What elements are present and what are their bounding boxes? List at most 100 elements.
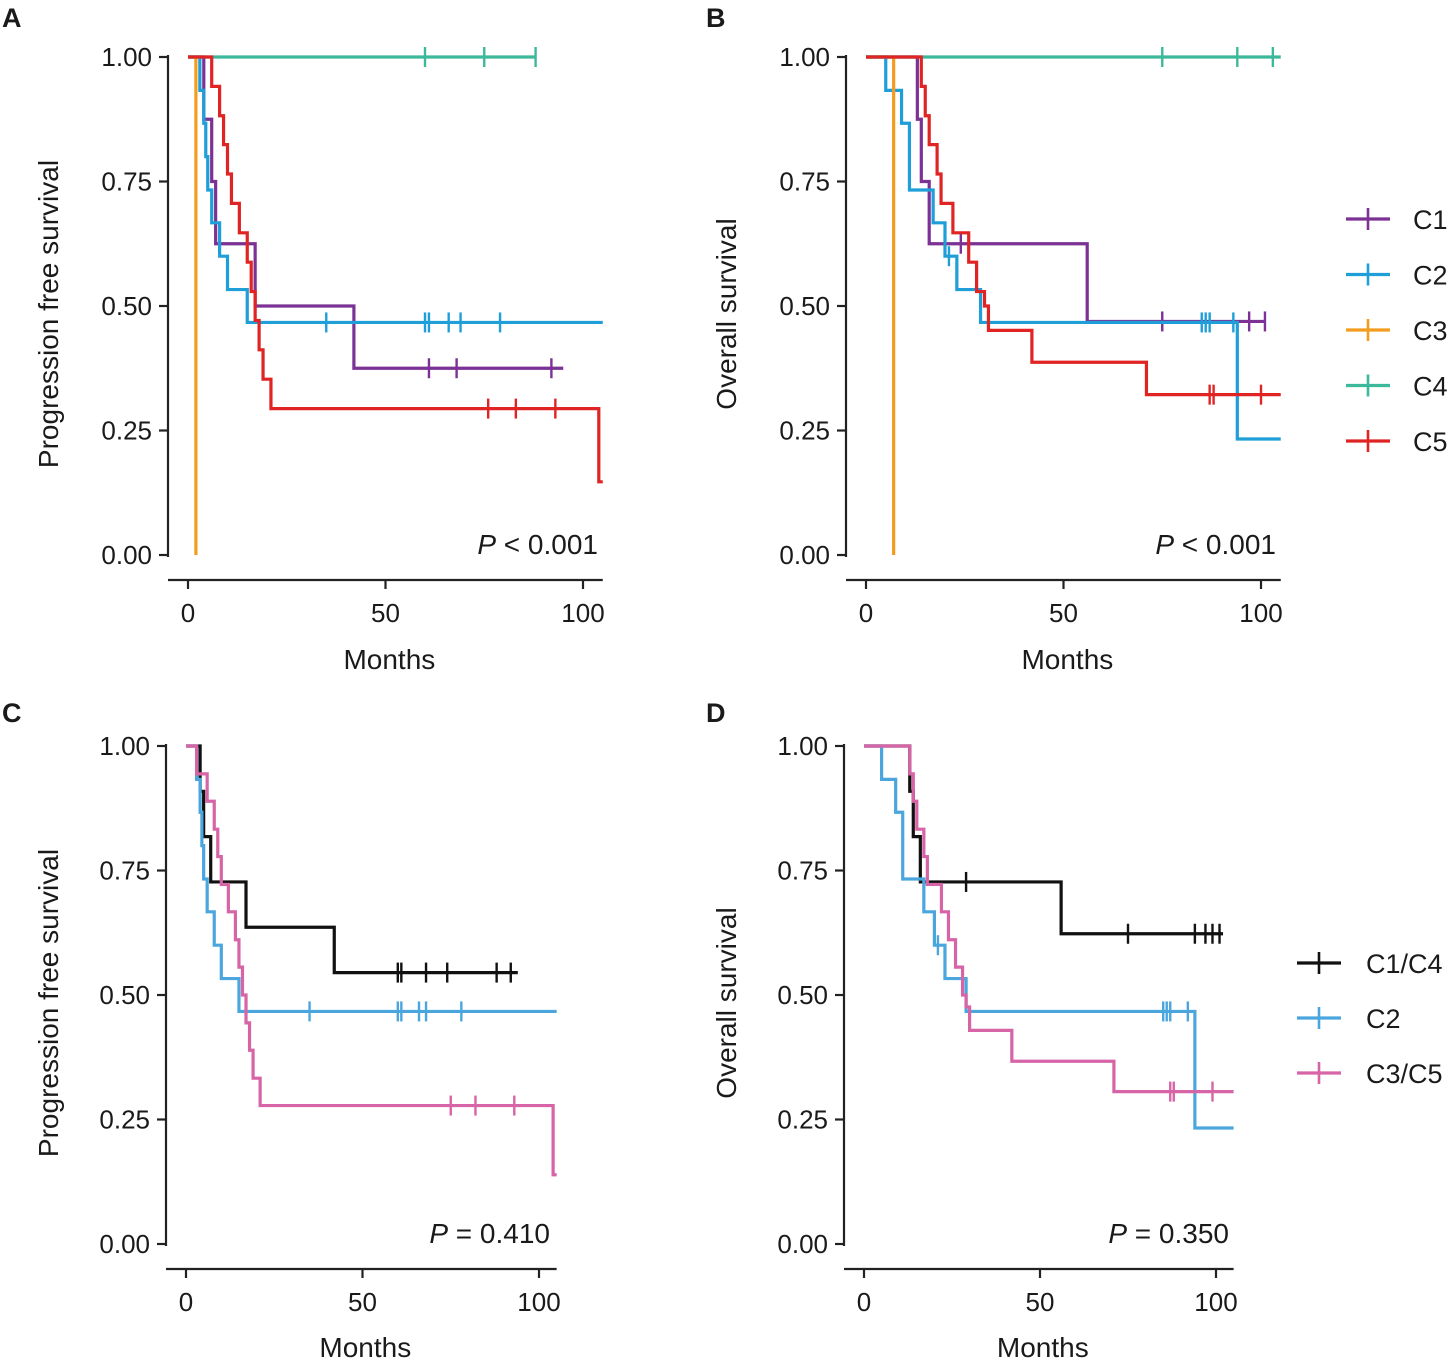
- survival-curve: [186, 744, 557, 1177]
- y-tick-label: 0.25: [101, 416, 152, 446]
- series-c4: [188, 47, 537, 67]
- y-axis-title: Overall survival: [711, 218, 742, 409]
- y-axis-title: Progression free survival: [33, 160, 64, 468]
- survival-curve: [864, 744, 1234, 1130]
- y-axis-title: Progression free survival: [33, 849, 64, 1157]
- x-tick-label: 0: [857, 1287, 871, 1317]
- y-tick-label: 0.00: [779, 540, 830, 570]
- survival-curve: [188, 55, 603, 325]
- y-tick-label: 1.00: [101, 42, 152, 72]
- y-tick-label: 0.75: [99, 856, 150, 886]
- x-tick-label: 50: [1049, 598, 1078, 628]
- x-tick-label: 50: [371, 598, 400, 628]
- series-c2: [186, 744, 557, 1022]
- series-c1-c4: [186, 744, 518, 983]
- x-axis-title: Months: [997, 1332, 1089, 1360]
- y-tick-label: 0.50: [99, 980, 150, 1010]
- legend-label: C4: [1413, 372, 1448, 402]
- series-c1-c4: [864, 744, 1224, 944]
- x-tick-label: 50: [1026, 1287, 1055, 1317]
- x-tick-label: 0: [181, 598, 195, 628]
- p-value-symbol: P: [429, 1218, 448, 1249]
- survival-curve: [866, 55, 896, 555]
- p-value-text: = 0.350: [1127, 1218, 1229, 1249]
- panel-B: B 0.00 0.25 0.50 0.75 1.00 0 50 100 Months Overall…: [706, 3, 1283, 675]
- y-tick-label: 0.75: [101, 167, 152, 197]
- x-axis-title: Months: [1021, 644, 1113, 675]
- x-tick-label: 0: [859, 598, 873, 628]
- series-c1: [866, 55, 1267, 332]
- legend-item: C3: [1346, 316, 1448, 346]
- p-value: P < 0.001: [477, 529, 598, 560]
- y-tick-label: 0.00: [99, 1229, 150, 1259]
- x-tick-label: 100: [517, 1287, 560, 1317]
- survival-curve: [188, 55, 198, 555]
- y-tick-label: 1.00: [99, 731, 150, 761]
- y-tick-label: 0.75: [777, 856, 828, 886]
- survival-curve: [866, 55, 1265, 324]
- series-c5: [188, 55, 603, 484]
- legend-item: C3/C5: [1297, 1059, 1443, 1089]
- legend-label: C2: [1413, 261, 1448, 291]
- y-tick-label: 0.50: [777, 980, 828, 1010]
- x-tick-label: 50: [348, 1287, 377, 1317]
- y-tick-label: 0.50: [779, 291, 830, 321]
- legend-label: C5: [1413, 427, 1448, 457]
- x-tick-label: 100: [561, 598, 604, 628]
- series-c3-c5: [186, 744, 557, 1177]
- legend-label: C1/C4: [1366, 949, 1443, 979]
- panel-letter: B: [706, 3, 726, 33]
- x-tick-label: 0: [179, 1287, 193, 1317]
- y-tick-label: 0.00: [777, 1229, 828, 1259]
- y-tick-label: 0.25: [779, 416, 830, 446]
- legend-item: C2: [1346, 261, 1448, 291]
- y-tick-label: 1.00: [779, 42, 830, 72]
- p-value-symbol: P: [1108, 1218, 1127, 1249]
- x-tick-label: 100: [1239, 598, 1282, 628]
- panel-letter: D: [706, 698, 726, 728]
- panel-A: A 0.00 0.25 0.50 0.75 1.00 0 50 100 Months Progres…: [2, 3, 605, 675]
- series-c1: [188, 55, 564, 379]
- y-tick-label: 1.00: [777, 731, 828, 761]
- series-c2: [866, 55, 1281, 441]
- survival-curve: [186, 744, 557, 1014]
- series-c4: [866, 47, 1281, 67]
- series-c2: [188, 55, 603, 333]
- panel-D: D 0.00 0.25 0.50 0.75 1.00 0 50 100 Months Overall…: [706, 698, 1238, 1360]
- x-tick-label: 100: [1194, 1287, 1237, 1317]
- legend-label: C3: [1413, 316, 1448, 346]
- series-c2: [864, 744, 1234, 1130]
- legend-item: C2: [1297, 1004, 1401, 1034]
- y-tick-label: 0.25: [777, 1105, 828, 1135]
- p-value-symbol: P: [1155, 529, 1174, 560]
- panel-letter: C: [2, 698, 22, 728]
- y-tick-label: 0.25: [99, 1105, 150, 1135]
- x-axis-title: Months: [343, 644, 435, 675]
- series-c3-c5: [864, 744, 1234, 1102]
- p-value-symbol: P: [477, 529, 496, 560]
- legend-label: C2: [1366, 1004, 1401, 1034]
- x-axis-title: Months: [319, 1332, 411, 1360]
- legend-item: C1: [1346, 205, 1448, 235]
- legend-c-d: C1/C4 C2 C3/C5: [1297, 949, 1443, 1089]
- legend-item: C5: [1346, 427, 1448, 457]
- panel-letter: A: [2, 3, 22, 33]
- legend-a-b: C1 C2 C3 C4 C5: [1346, 205, 1448, 457]
- series-c3: [188, 55, 198, 555]
- p-value-text: < 0.001: [496, 529, 598, 560]
- y-axis-title: Overall survival: [711, 907, 742, 1098]
- survival-curve: [866, 55, 1281, 441]
- p-value: P = 0.410: [429, 1218, 550, 1249]
- panel-C: C 0.00 0.25 0.50 0.75 1.00 0 50 100 Months Progres…: [2, 698, 561, 1360]
- y-tick-label: 0.00: [101, 540, 152, 570]
- y-tick-label: 0.50: [101, 291, 152, 321]
- survival-curve: [866, 55, 1281, 397]
- p-value: P = 0.350: [1108, 1218, 1229, 1249]
- p-value-text: < 0.001: [1174, 529, 1276, 560]
- legend-item: C1/C4: [1297, 949, 1443, 979]
- p-value: P < 0.001: [1155, 529, 1276, 560]
- survival-curve: [864, 744, 1234, 1094]
- survival-curve: [188, 55, 603, 484]
- p-value-text: = 0.410: [448, 1218, 550, 1249]
- legend-item: C4: [1346, 372, 1448, 402]
